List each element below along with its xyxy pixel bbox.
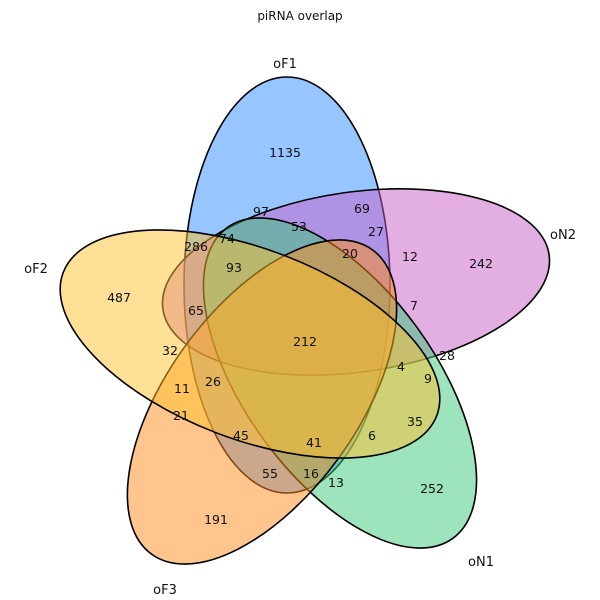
set-label-oN2: oN2 bbox=[550, 228, 576, 243]
region-count: 1135 bbox=[269, 145, 301, 160]
region-count: 9 bbox=[424, 371, 432, 386]
region-count: 35 bbox=[407, 414, 423, 429]
set-label-oN1: oN1 bbox=[468, 555, 494, 570]
region-count: 21 bbox=[173, 408, 189, 423]
set-label-oF1: oF1 bbox=[273, 57, 297, 72]
region-count: 69 bbox=[354, 201, 370, 216]
region-count: 93 bbox=[226, 260, 242, 275]
region-count: 487 bbox=[107, 290, 131, 305]
region-count: 212 bbox=[293, 334, 317, 349]
region-count: 45 bbox=[233, 428, 249, 443]
region-count: 11 bbox=[174, 381, 190, 396]
region-count: 252 bbox=[420, 481, 444, 496]
set-ellipse-oF2 bbox=[59, 229, 441, 459]
region-count: 6 bbox=[368, 428, 376, 443]
region-count: 12 bbox=[402, 249, 418, 264]
region-counts: 1135 242 252 191 487 97 69 53 27 12 286 … bbox=[107, 145, 493, 527]
region-count: 32 bbox=[162, 343, 178, 358]
region-count: 97 bbox=[253, 204, 269, 219]
region-count: 74 bbox=[219, 231, 235, 246]
set-label-oF3: oF3 bbox=[153, 583, 177, 598]
region-count: 286 bbox=[184, 239, 208, 254]
region-count: 4 bbox=[397, 359, 405, 374]
set-label-oF2: oF2 bbox=[24, 262, 48, 277]
region-count: 65 bbox=[188, 303, 204, 318]
region-count: 20 bbox=[342, 246, 358, 261]
region-count: 191 bbox=[204, 512, 228, 527]
region-count: 27 bbox=[368, 224, 384, 239]
region-count: 41 bbox=[306, 435, 322, 450]
region-count: 242 bbox=[469, 256, 493, 271]
region-count: 55 bbox=[262, 466, 278, 481]
region-count: 28 bbox=[439, 348, 455, 363]
region-count: 53 bbox=[291, 219, 307, 234]
diagram-title: piRNA overlap bbox=[257, 9, 342, 23]
region-count: 26 bbox=[205, 374, 221, 389]
region-count: 13 bbox=[328, 475, 344, 490]
region-count: 7 bbox=[410, 298, 418, 313]
region-count: 16 bbox=[303, 466, 319, 481]
